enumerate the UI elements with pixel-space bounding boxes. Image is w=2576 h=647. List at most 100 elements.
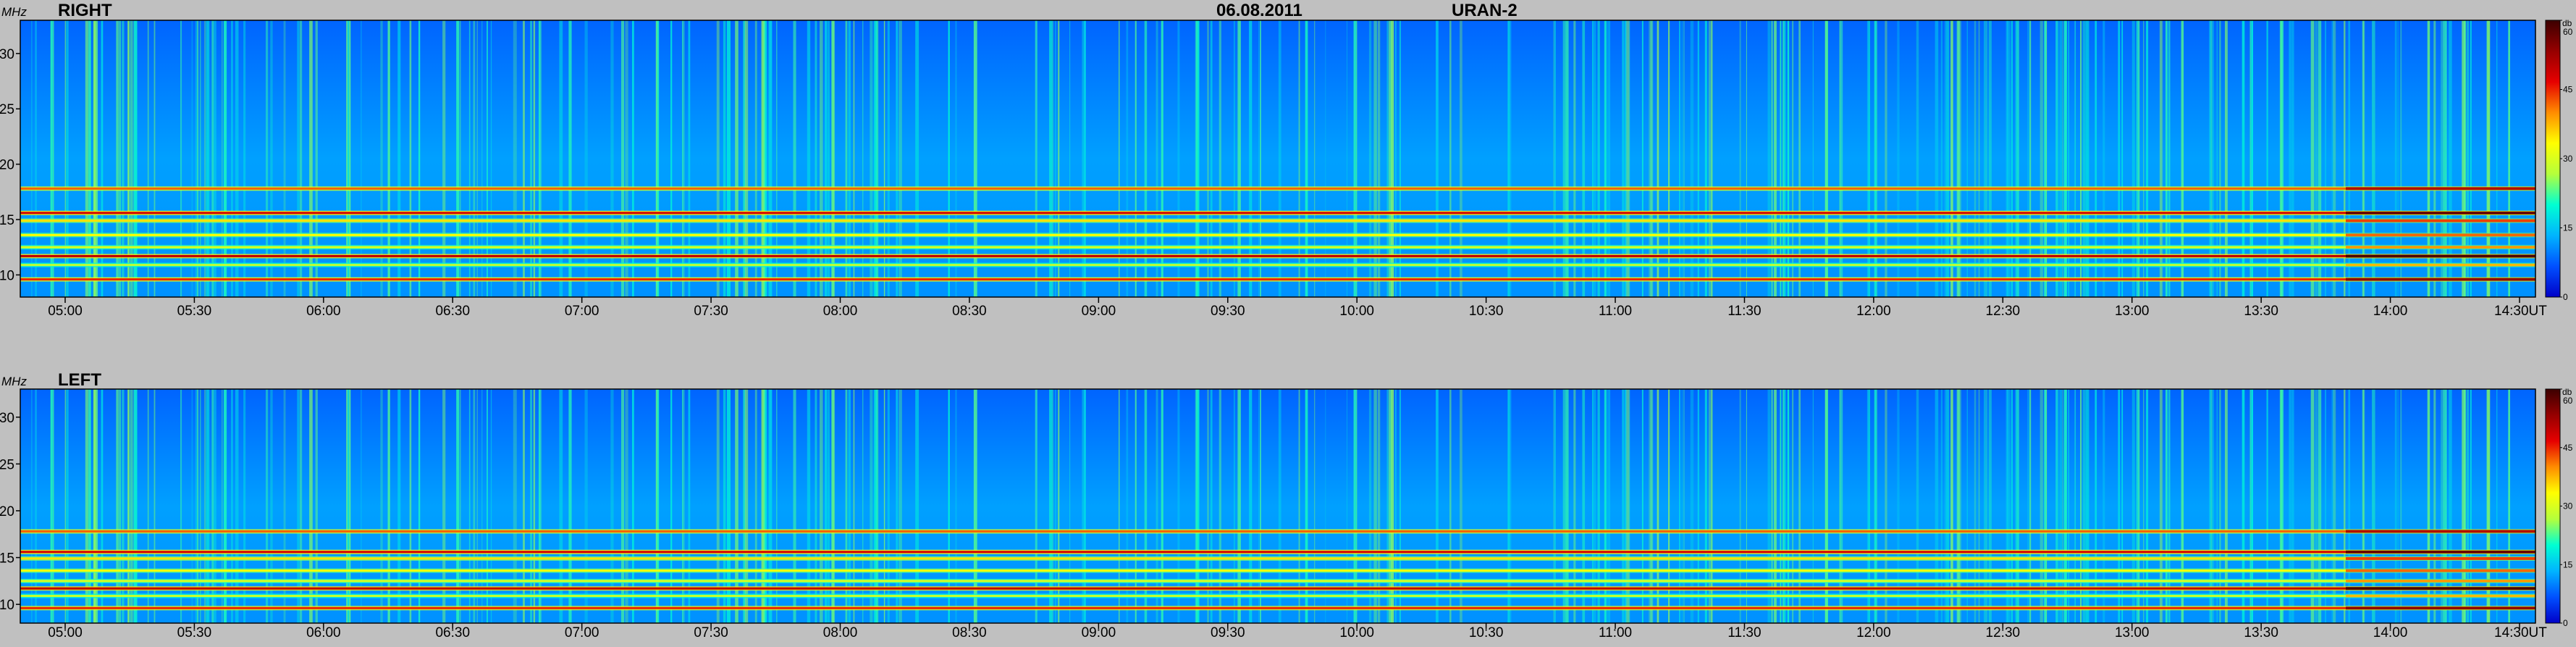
x-tick-label: 14:30UT: [2494, 304, 2547, 319]
stripe: [1950, 20, 1953, 297]
stripe: [688, 389, 691, 623]
stripe: [1249, 20, 1250, 297]
stripe: [2280, 20, 2284, 297]
stripe: [948, 20, 950, 297]
band-14.9mhz: [20, 557, 2535, 560]
x-tick-label: 12:00: [1856, 625, 1891, 640]
stripe: [1377, 389, 1381, 623]
stripe: [682, 389, 685, 623]
stripe: [523, 389, 525, 623]
stripe: [487, 20, 488, 297]
stripe: [130, 20, 132, 297]
stripe: [35, 389, 37, 623]
stripe: [1354, 389, 1357, 623]
band-12.5mhz: [20, 580, 2535, 583]
stripe: [200, 389, 201, 623]
stripe: [66, 389, 69, 623]
stripe: [1177, 20, 1180, 297]
stripe: [2136, 389, 2139, 623]
stripe: [1084, 389, 1086, 623]
stripe: [862, 20, 864, 297]
stripe: [2289, 20, 2291, 297]
band-15.6mhz: [20, 551, 2535, 554]
stripe: [2446, 389, 2447, 623]
colorbar-tick-label: 0: [2563, 618, 2568, 628]
x-tick-label: 12:30: [1986, 625, 2021, 640]
stripe: [66, 20, 69, 297]
band-11.7mhz: [20, 255, 2535, 257]
x-tick-label: 08:00: [823, 625, 858, 640]
stripe: [1395, 20, 1397, 297]
interference-bands: [20, 529, 2535, 611]
stripe: [1049, 389, 1053, 623]
band-10.9mhz: [20, 595, 2535, 597]
stripe: [539, 20, 542, 297]
stripe: [1258, 20, 1260, 297]
stripe: [2463, 20, 2467, 297]
stripe: [1746, 20, 1747, 297]
stripe: [2266, 389, 2268, 623]
stripe: [2291, 389, 2294, 623]
stripe: [2011, 20, 2013, 297]
stripe: [2433, 20, 2436, 297]
y-tick-label: 20: [0, 504, 14, 519]
stripe: [1161, 389, 1163, 623]
x-tick-label: 05:30: [177, 625, 212, 640]
stripe: [820, 20, 823, 297]
stripe: [2249, 389, 2252, 623]
stripe: [1608, 20, 1611, 297]
stripe: [64, 389, 66, 623]
stripe: [1605, 389, 1608, 623]
stripe: [1508, 20, 1512, 297]
stripe: [119, 20, 121, 297]
y-tick-label: 15: [0, 213, 14, 228]
band-strong-segment: [2346, 556, 2535, 560]
stripe: [1573, 20, 1576, 297]
stripe: [1565, 20, 1569, 297]
y-tick-label: 10: [0, 268, 14, 283]
stripe: [309, 20, 313, 297]
stripe: [688, 20, 691, 297]
stripe: [266, 389, 269, 623]
stripe: [2372, 20, 2375, 297]
band-strong-segment: [2346, 254, 2535, 258]
stripe: [397, 389, 401, 623]
stripe: [473, 20, 476, 297]
stripe: [2400, 20, 2402, 297]
x-tick-label: 08:30: [952, 625, 987, 640]
stripe: [1119, 20, 1120, 297]
stripe: [2225, 20, 2228, 297]
stripe: [266, 20, 269, 297]
stripe: [1944, 20, 1946, 297]
stripe: [309, 389, 313, 623]
stripe: [51, 20, 53, 297]
stripe: [2210, 20, 2213, 297]
stripe: [1554, 389, 1556, 623]
stripe: [1238, 20, 1240, 297]
x-tick-label: 05:00: [48, 304, 83, 319]
stripe: [231, 389, 233, 623]
stripe: [1605, 20, 1608, 297]
stripe: [468, 389, 471, 623]
stripe: [657, 389, 660, 623]
stripe: [1436, 20, 1439, 297]
stripe: [88, 20, 91, 297]
stripe: [346, 389, 348, 623]
stripe: [235, 20, 239, 297]
stripe: [380, 389, 383, 623]
stripe: [2166, 389, 2169, 623]
stripe: [2242, 20, 2245, 297]
stripe: [1144, 20, 1148, 297]
stripe: [568, 389, 572, 623]
stripe: [94, 389, 98, 623]
stripe: [214, 20, 216, 297]
stripe: [349, 389, 351, 623]
stripe: [873, 20, 877, 297]
stripe: [825, 20, 827, 297]
stripe: [2279, 389, 2282, 623]
x-tick-label: 10:00: [1339, 625, 1374, 640]
stripe: [2318, 389, 2322, 623]
stripe: [657, 20, 660, 297]
stripe: [2085, 389, 2089, 623]
x-tick-label: 10:30: [1469, 625, 1504, 640]
